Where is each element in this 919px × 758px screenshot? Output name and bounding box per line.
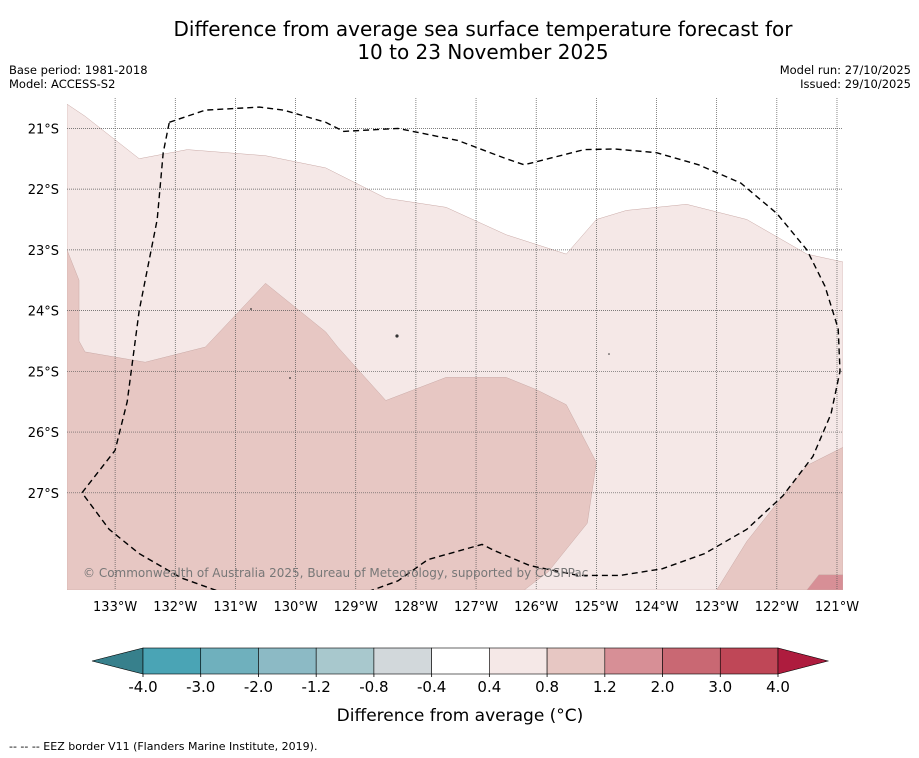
colorbar-tick-label: 0.4 bbox=[477, 678, 501, 696]
colorbar-bin bbox=[373, 647, 432, 675]
meta-right: Model run: 27/10/2025 Issued: 29/10/2025 bbox=[780, 63, 911, 91]
colorbar-bin bbox=[662, 647, 721, 675]
title-line-2: 10 to 23 November 2025 bbox=[357, 40, 609, 64]
colorbar-label: Difference from average (°C) bbox=[337, 706, 584, 726]
colorbar-bin bbox=[142, 647, 202, 675]
longitude-label: 123°W bbox=[695, 600, 739, 615]
island-marker bbox=[289, 377, 291, 379]
colorbar-tick-label: -1.2 bbox=[302, 678, 331, 696]
contour-region bbox=[806, 574, 843, 590]
latitude-label: 22°S bbox=[28, 183, 59, 198]
colorbar-tick-label: -3.0 bbox=[186, 678, 215, 696]
island-marker bbox=[608, 353, 610, 355]
graticule bbox=[67, 98, 843, 590]
longitude-label: 132°W bbox=[153, 600, 197, 615]
colorbar-bin bbox=[546, 647, 606, 675]
colorbar-high-extend bbox=[777, 647, 830, 675]
colorbar-bin bbox=[431, 647, 490, 675]
colorbar-tick-label: 1.2 bbox=[593, 678, 617, 696]
colorbar-tick-label: 2.0 bbox=[651, 678, 675, 696]
island-markers bbox=[250, 308, 610, 379]
title-line-1: Difference from average sea surface temp… bbox=[173, 17, 793, 41]
latitude-label: 27°S bbox=[28, 487, 59, 502]
colorbar bbox=[91, 647, 830, 675]
island-marker bbox=[395, 334, 399, 338]
colorbar-tick-label: 0.8 bbox=[535, 678, 559, 696]
latitude-label: 21°S bbox=[28, 122, 59, 137]
longitude-label: 130°W bbox=[274, 600, 318, 615]
eez-footnote: -- -- -- EEZ border V11 (Flanders Marine… bbox=[9, 740, 318, 753]
longitude-label: 129°W bbox=[334, 600, 378, 615]
latitude-label: 24°S bbox=[28, 305, 59, 320]
colorbar-bin bbox=[200, 647, 259, 675]
longitude-labels: 133°W 132°W 131°W 130°W 129°W 128°W 127°W 126°W… bbox=[93, 600, 859, 615]
longitude-label: 133°W bbox=[93, 600, 137, 615]
longitude-label: 124°W bbox=[634, 600, 678, 615]
colorbar-tick-label: 3.0 bbox=[708, 678, 732, 696]
model-run: Model run: 27/10/2025 bbox=[779, 63, 911, 77]
colorbar-tick-label: -0.8 bbox=[359, 678, 388, 696]
issued-date: Issued: 29/10/2025 bbox=[800, 77, 911, 91]
latitude-labels: 21°S 22°S 23°S 24°S 25°S 26°S 27°S bbox=[28, 122, 59, 501]
colorbar-bin bbox=[258, 647, 317, 675]
colorbar-tick-label: -0.4 bbox=[417, 678, 446, 696]
map-title: Difference from average sea surface temp… bbox=[0, 18, 919, 64]
longitude-label: 121°W bbox=[815, 600, 859, 615]
latitude-label: 26°S bbox=[28, 426, 59, 441]
colorbar-tick-label: 4.0 bbox=[766, 678, 790, 696]
colorbar-tick-labels: -4.0 -3.0 -2.0 -1.2 -0.8 -0.4 0.4 0.8 1.2 2.0 3.0 4… bbox=[128, 674, 790, 696]
longitude-label: 126°W bbox=[514, 600, 558, 615]
model-name: Model: ACCESS-S2 bbox=[9, 77, 116, 91]
meta-left: Base period: 1981-2018 Model: ACCESS-S2 bbox=[9, 63, 148, 91]
base-period: Base period: 1981-2018 bbox=[9, 63, 148, 77]
longitude-label: 131°W bbox=[213, 600, 257, 615]
copyright-notice: © Commonwealth of Australia 2025, Bureau… bbox=[83, 566, 588, 580]
longitude-label: 122°W bbox=[755, 600, 799, 615]
eez-border-line bbox=[81, 106, 841, 590]
colorbar-tick-label: -2.0 bbox=[244, 678, 273, 696]
colorbar-bin bbox=[315, 647, 375, 675]
longitude-label: 125°W bbox=[574, 600, 618, 615]
latitude-label: 25°S bbox=[28, 365, 59, 380]
colorbar-bin bbox=[604, 647, 663, 675]
longitude-label: 128°W bbox=[394, 600, 438, 615]
latitude-label: 23°S bbox=[28, 244, 59, 259]
sst-anomaly-contours bbox=[67, 103, 843, 590]
colorbar-bin bbox=[489, 647, 548, 675]
longitude-label: 127°W bbox=[454, 600, 498, 615]
colorbar-bin bbox=[719, 647, 779, 675]
colorbar-tick-label: -4.0 bbox=[128, 678, 157, 696]
colorbar-low-extend bbox=[91, 647, 144, 675]
island-marker bbox=[250, 308, 252, 310]
